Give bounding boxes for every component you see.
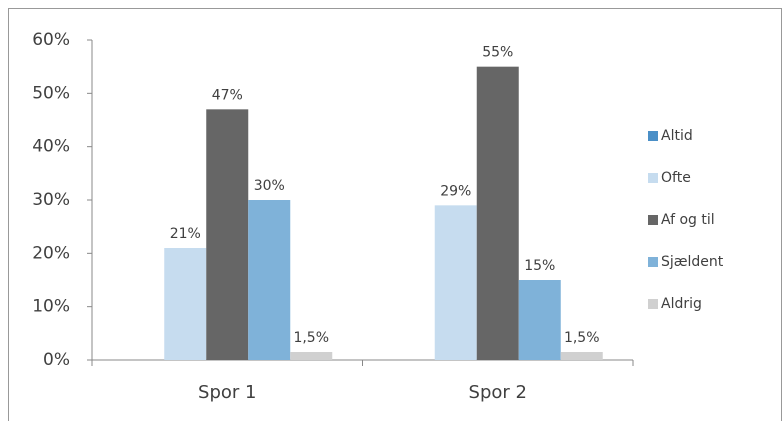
legend-label: Aldrig [661, 296, 702, 312]
y-tick-label: 40% [32, 137, 70, 157]
legend-swatch [648, 215, 658, 225]
data-label: 55% [482, 45, 513, 61]
legend-label: Altid [661, 128, 693, 144]
legend-label: Ofte [661, 170, 691, 186]
x-tick-label: Spor 1 [198, 382, 256, 403]
bar [560, 352, 603, 360]
data-label: 30% [254, 178, 285, 194]
data-label: 1,5% [564, 330, 600, 346]
legend-swatch [648, 257, 658, 267]
y-tick-label: 10% [32, 297, 70, 317]
legend-swatch [648, 299, 658, 309]
bar [164, 248, 207, 360]
bar [518, 280, 561, 360]
y-tick-label: 60% [32, 30, 70, 50]
bar [434, 205, 477, 360]
bar [476, 66, 519, 361]
legend-label: Sjældent [661, 254, 724, 270]
y-tick-label: 0% [43, 350, 70, 370]
data-label: 47% [212, 87, 243, 103]
bar [248, 200, 291, 360]
y-tick-label: 30% [32, 190, 70, 210]
y-tick-label: 20% [32, 243, 70, 263]
data-label: 15% [524, 258, 555, 274]
x-tick-label: Spor 2 [469, 382, 527, 403]
data-label: 1,5% [293, 330, 329, 346]
data-label: 21% [170, 226, 201, 242]
legend-swatch [648, 131, 658, 141]
legend-label: Af og til [661, 212, 715, 228]
data-label: 29% [440, 183, 471, 199]
bar [206, 109, 249, 360]
legend-swatch [648, 173, 658, 183]
bar [290, 352, 333, 360]
y-tick-label: 50% [32, 83, 70, 103]
